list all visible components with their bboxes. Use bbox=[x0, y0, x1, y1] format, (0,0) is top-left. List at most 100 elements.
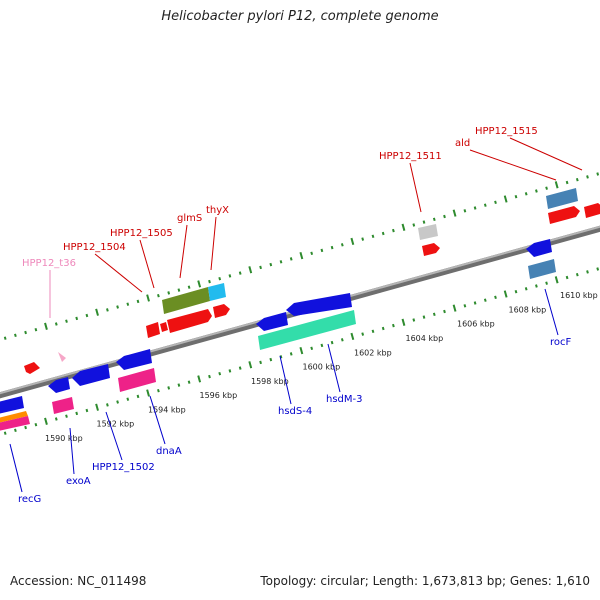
gene-feature[interactable] bbox=[548, 206, 580, 224]
tick-label: 1604 kbp bbox=[406, 334, 444, 343]
gene-label[interactable]: HPP12_1505 bbox=[110, 228, 173, 239]
guide-dot-upper-44 bbox=[443, 214, 446, 219]
gene-label[interactable]: recG bbox=[18, 494, 41, 505]
guide-dot-upper-7 bbox=[65, 319, 68, 323]
guide-dot-lower-20 bbox=[197, 375, 202, 383]
guide-dot-lower-59 bbox=[596, 267, 600, 271]
tick-label: 1610 kbp bbox=[560, 291, 598, 300]
guide-dot-lower-7 bbox=[65, 414, 68, 418]
guide-dot-upper-45 bbox=[452, 209, 457, 217]
guide-dot-upper-16 bbox=[157, 293, 160, 298]
gene-feature-HPP12_1502[interactable] bbox=[72, 364, 110, 386]
gene-feature-rocF[interactable] bbox=[528, 259, 556, 279]
kbp-tick-labels: 1590 kbp 1592 kbp 1594 kbp 1596 kbp 1598 kbp… bbox=[45, 291, 598, 443]
leader-line bbox=[409, 162, 422, 213]
dotted-guides bbox=[3, 172, 600, 435]
guide-dot-lower-25 bbox=[248, 361, 253, 369]
guide-dot-upper-48 bbox=[483, 203, 487, 207]
gene-label[interactable]: HPP12_1504 bbox=[63, 242, 126, 253]
gene-feature[interactable] bbox=[208, 283, 226, 301]
guide-dot-upper-46 bbox=[463, 209, 467, 213]
gene-feature-recG[interactable] bbox=[0, 396, 24, 414]
gene-label[interactable]: HPP12_1511 bbox=[379, 151, 442, 162]
guide-dot-upper-3 bbox=[24, 330, 27, 335]
guide-dot-upper-55 bbox=[554, 181, 559, 189]
gene-label[interactable]: exoA bbox=[66, 476, 91, 487]
tick-label: 1606 kbp bbox=[457, 320, 495, 329]
gene-feature-thyX[interactable] bbox=[213, 304, 230, 318]
leader-line bbox=[105, 411, 123, 461]
gene-feature-dnaA[interactable] bbox=[116, 349, 152, 370]
trna-feature[interactable] bbox=[58, 352, 66, 362]
guide-dot-upper-21 bbox=[208, 279, 211, 284]
gene-feature-exoA[interactable] bbox=[48, 377, 70, 393]
tick-label: 1594 kbp bbox=[148, 405, 186, 414]
guide-dot-lower-35 bbox=[350, 332, 355, 341]
guide-dot-upper-24 bbox=[238, 271, 242, 275]
gene-feature[interactable] bbox=[418, 224, 438, 240]
leader-line bbox=[210, 216, 217, 271]
gene-feature[interactable] bbox=[24, 362, 40, 374]
tick-label: 1598 kbp bbox=[251, 377, 289, 386]
guide-dot-lower-40 bbox=[401, 318, 406, 326]
guide-dot-upper-52 bbox=[524, 192, 528, 196]
guide-dot-upper-28 bbox=[279, 260, 283, 264]
leader-line bbox=[469, 149, 557, 181]
leader-line bbox=[149, 395, 166, 445]
guide-dot-upper-57 bbox=[575, 177, 579, 182]
gene-label[interactable]: hsdS-4 bbox=[278, 406, 312, 417]
gene-feature[interactable] bbox=[118, 368, 156, 392]
gene-feature[interactable] bbox=[146, 322, 160, 338]
guide-dot-upper-23 bbox=[228, 274, 232, 278]
guide-dot-lower-22 bbox=[218, 371, 222, 376]
guide-dot-upper-18 bbox=[177, 288, 181, 292]
forward-features bbox=[24, 188, 600, 374]
tick-label: 1608 kbp bbox=[509, 305, 547, 314]
guide-dot-upper-54 bbox=[545, 186, 548, 190]
gene-feature[interactable] bbox=[584, 203, 600, 218]
guide-dot-upper-31 bbox=[310, 251, 314, 256]
gene-feature[interactable] bbox=[52, 397, 74, 414]
guide-dot-lower-55 bbox=[554, 276, 559, 284]
guide-dot-upper-1 bbox=[3, 336, 7, 340]
guide-dot-upper-13 bbox=[126, 302, 130, 306]
guide-dot-lower-29 bbox=[289, 352, 293, 356]
gene-feature[interactable] bbox=[160, 322, 168, 332]
guide-dot-upper-14 bbox=[136, 299, 140, 304]
gene-label[interactable]: glmS bbox=[177, 213, 202, 224]
gene-feature[interactable] bbox=[526, 239, 552, 257]
guide-dot-upper-27 bbox=[269, 262, 273, 267]
gene-label[interactable]: dnaA bbox=[156, 446, 182, 457]
guide-dot-lower-3 bbox=[24, 425, 27, 430]
guide-dot-upper-25 bbox=[248, 266, 253, 274]
gene-label[interactable]: rocF bbox=[550, 337, 572, 348]
gene-feature[interactable] bbox=[0, 411, 28, 423]
gene-label[interactable]: HPP12_1515 bbox=[475, 126, 538, 137]
gene-feature-glmS[interactable] bbox=[162, 287, 210, 314]
gene-label[interactable]: HPP12_t36 bbox=[22, 258, 76, 269]
guide-dot-upper-12 bbox=[116, 305, 119, 309]
guide-dot-lower-52 bbox=[524, 287, 528, 291]
gene-label[interactable]: thyX bbox=[206, 205, 229, 216]
guide-dot-lower-27 bbox=[269, 357, 273, 362]
guide-dot-lower-24 bbox=[238, 366, 242, 370]
guide-dot-lower-12 bbox=[116, 400, 119, 404]
gene-feature[interactable] bbox=[286, 293, 352, 316]
guide-dot-lower-10 bbox=[95, 403, 99, 411]
guide-dot-upper-43 bbox=[432, 217, 436, 222]
gene-label[interactable]: hsdM-3 bbox=[326, 394, 363, 405]
gene-feature[interactable] bbox=[167, 309, 212, 333]
gene-feature-hsdM-3[interactable] bbox=[258, 310, 356, 350]
guide-dot-lower-54 bbox=[545, 281, 548, 285]
leader-line bbox=[179, 224, 188, 279]
gene-feature-ald[interactable] bbox=[546, 188, 578, 209]
guide-dot-upper-11 bbox=[106, 308, 109, 312]
gene-label[interactable]: HPP12_1502 bbox=[92, 462, 155, 473]
gene-feature-hsdS-4[interactable] bbox=[256, 312, 288, 331]
guide-dot-lower-9 bbox=[85, 408, 89, 413]
gene-feature[interactable] bbox=[0, 416, 30, 431]
guide-dot-upper-17 bbox=[167, 291, 171, 295]
gene-label[interactable]: ald bbox=[455, 138, 470, 149]
gene-feature[interactable] bbox=[422, 243, 440, 256]
guide-dot-upper-5 bbox=[44, 322, 48, 330]
